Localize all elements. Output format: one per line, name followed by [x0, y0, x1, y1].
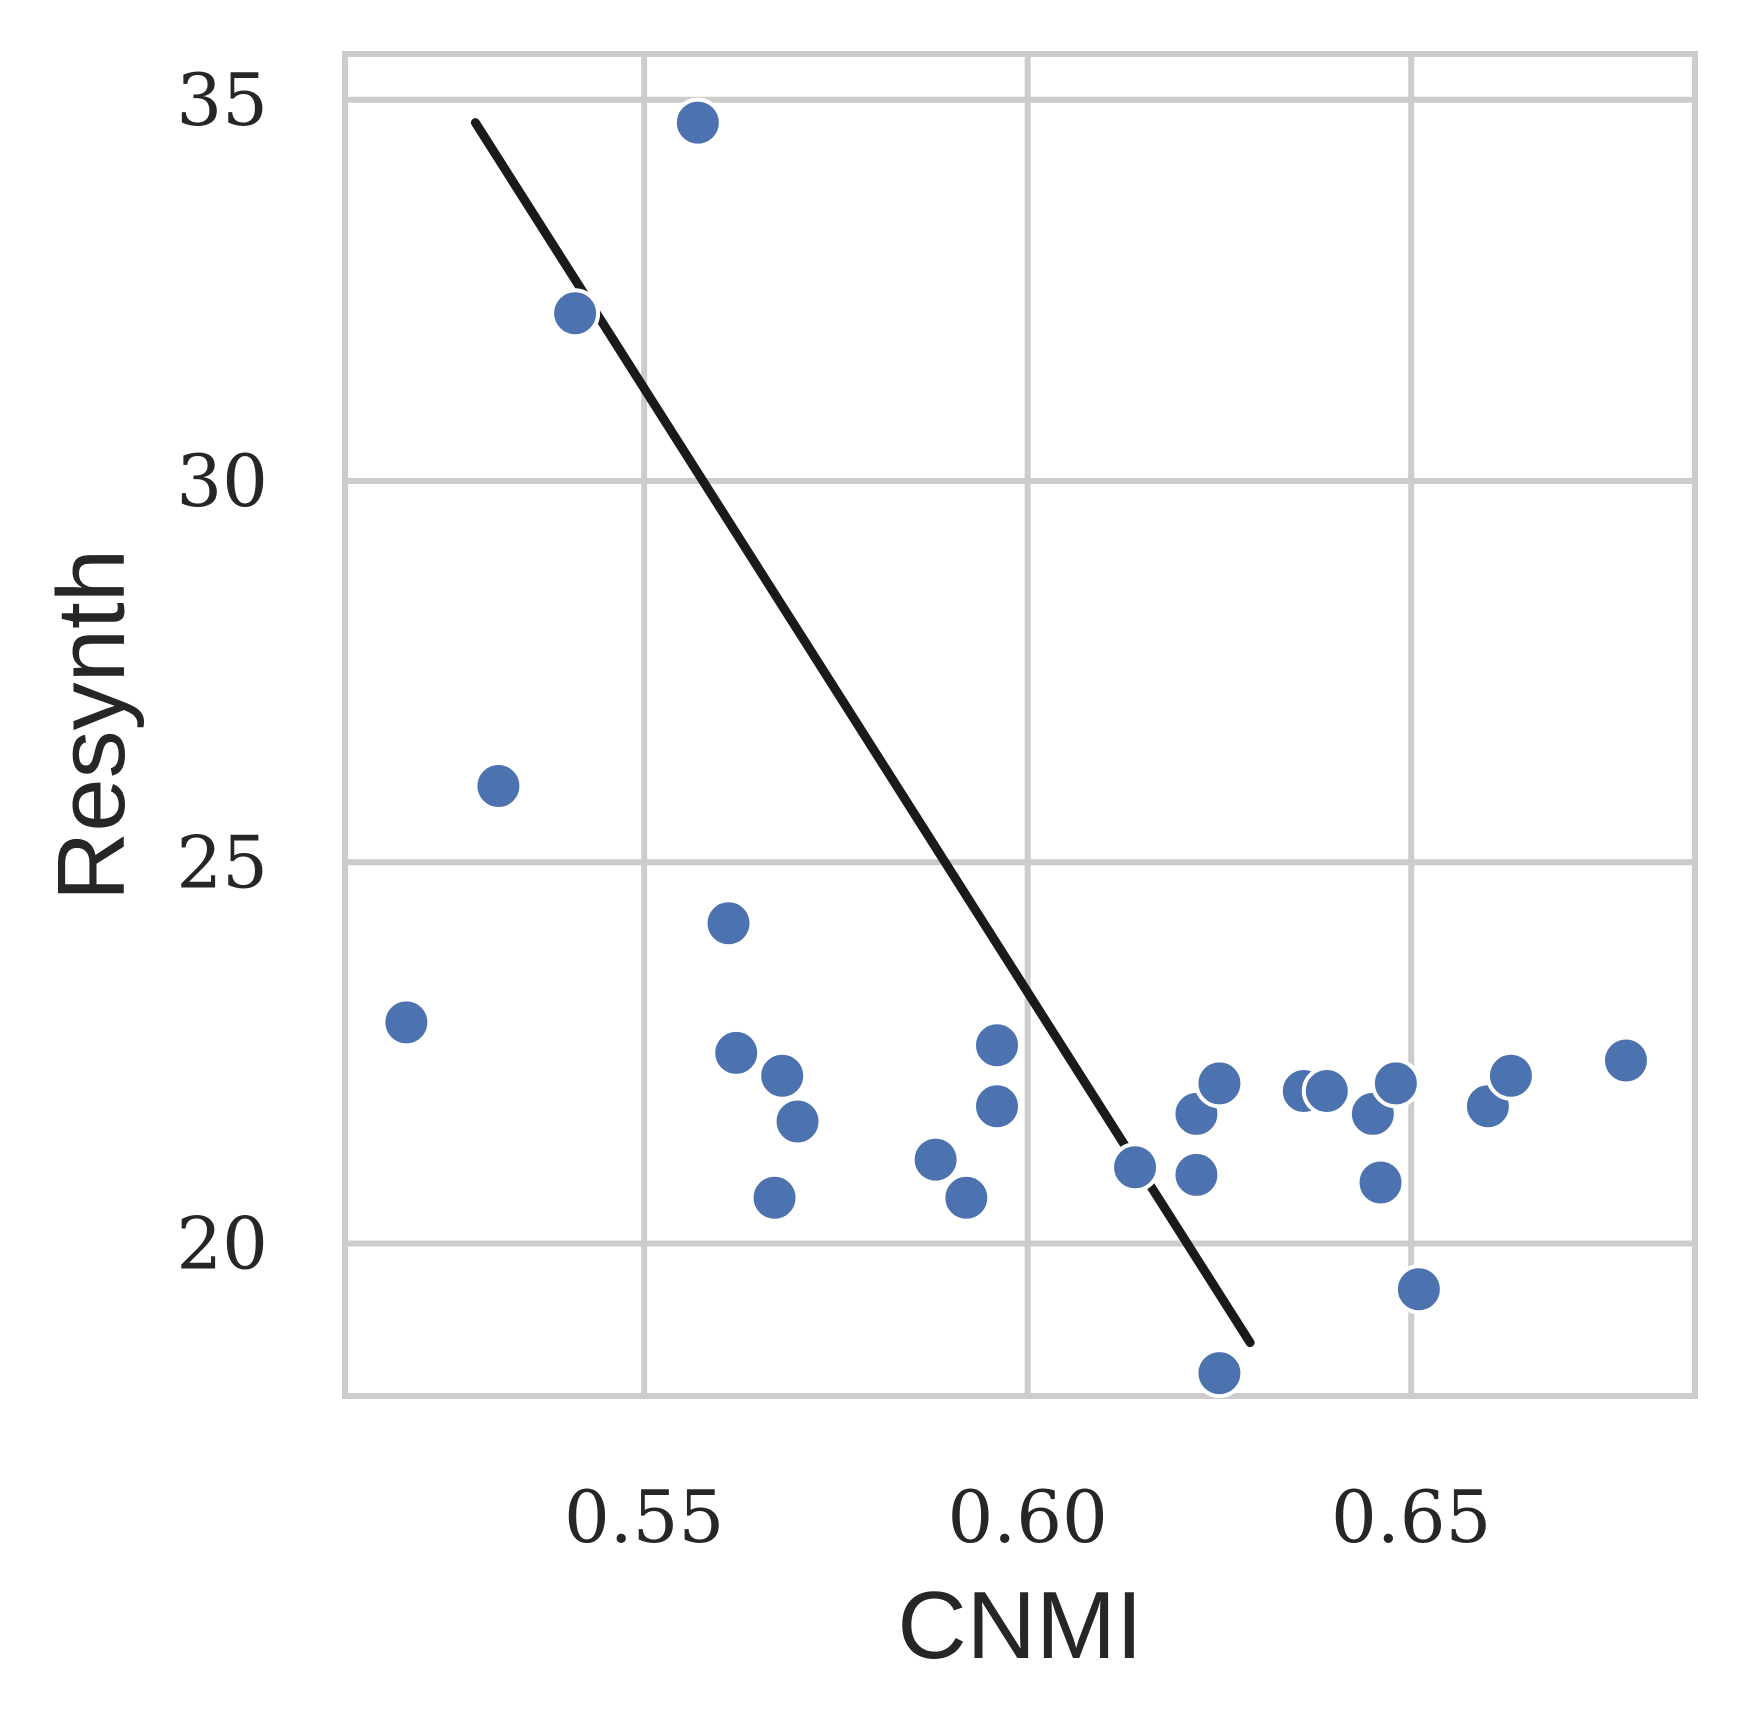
data-point	[1194, 1058, 1245, 1109]
data-point	[1301, 1066, 1352, 1116]
y-tick-label: 35	[176, 58, 268, 142]
x-axis-title: CNMI	[897, 1572, 1142, 1679]
data-point	[703, 898, 754, 949]
data-point	[1355, 1157, 1406, 1208]
grid-lines	[345, 54, 1695, 1396]
y-axis-title: Resynth	[38, 549, 145, 901]
y-tick-label: 20	[176, 1202, 268, 1286]
data-point	[1393, 1264, 1444, 1315]
x-tick-label: 0.55	[564, 1475, 724, 1559]
data-point	[910, 1134, 961, 1185]
data-point	[772, 1096, 823, 1147]
data-point	[711, 1027, 762, 1078]
data-point	[550, 288, 601, 339]
data-point	[672, 97, 723, 148]
data-point	[971, 1081, 1022, 1132]
data-point	[941, 1172, 992, 1223]
data-point	[971, 1020, 1022, 1071]
plot-frame	[342, 51, 1698, 1399]
data-point	[1370, 1058, 1421, 1109]
x-axis-ticks: 0.55 0.60 0.65	[564, 1475, 1491, 1559]
data-point	[1485, 1050, 1536, 1101]
data-points	[381, 97, 1651, 1399]
data-point	[1194, 1348, 1245, 1399]
y-tick-label: 30	[176, 439, 268, 523]
y-axis-ticks: 20 25 30 35	[176, 58, 268, 1286]
data-point	[381, 997, 432, 1048]
data-point	[473, 761, 524, 811]
data-point	[1110, 1142, 1161, 1193]
data-point	[749, 1172, 800, 1223]
x-tick-label: 0.60	[948, 1475, 1108, 1559]
y-tick-label: 25	[176, 820, 268, 904]
data-point	[1600, 1035, 1651, 1086]
data-point	[757, 1050, 808, 1101]
data-point	[1171, 1149, 1222, 1200]
regression-line-layer	[470, 118, 1255, 1348]
x-tick-label: 0.65	[1331, 1475, 1491, 1559]
regression-line	[470, 118, 1255, 1348]
